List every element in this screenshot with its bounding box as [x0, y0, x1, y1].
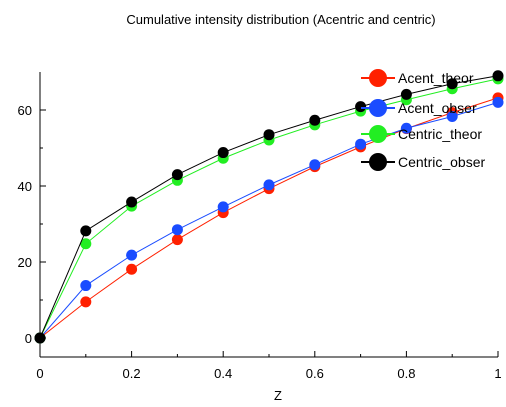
y-tick-label: 40 [18, 179, 32, 194]
data-point-Acent_obser [171, 224, 183, 236]
data-point-Centric_theor [80, 238, 92, 250]
data-point-Centric_obser [400, 88, 412, 100]
data-point-Acent_obser [400, 122, 412, 134]
y-tick-label: 60 [18, 103, 32, 118]
data-point-Acent_obser [263, 179, 275, 191]
data-point-Centric_obser [217, 147, 229, 159]
data-point-Acent_obser [446, 110, 458, 122]
data-point-Centric_obser [171, 169, 183, 181]
legend: Acent_theor Acent_obser Centric_theor Centr… [361, 69, 485, 171]
y-tick-label: 0 [25, 331, 32, 346]
data-point-Acent_obser [217, 201, 229, 213]
data-point-Acent_obser [80, 280, 92, 292]
legend-marker-Centric_theor [369, 125, 387, 143]
data-point-Acent_theor [80, 296, 92, 308]
x-tick-label: 0 [36, 366, 43, 381]
legend-label-Acent_obser: Acent_obser [398, 100, 477, 116]
y-tick-label: 20 [18, 255, 32, 270]
data-point-Centric_obser [34, 332, 46, 344]
x-tick-label: 0.6 [306, 366, 324, 381]
series-layer [34, 70, 504, 344]
data-point-Centric_obser [492, 70, 504, 82]
data-point-Acent_obser [309, 159, 321, 171]
data-point-Centric_obser [263, 129, 275, 141]
legend-marker-Acent_theor [369, 69, 387, 87]
data-point-Centric_obser [355, 101, 367, 113]
legend-marker-Centric_obser [369, 153, 387, 171]
x-tick-label: 0.4 [214, 366, 232, 381]
x-tick-label: 0.2 [123, 366, 141, 381]
data-point-Centric_obser [309, 114, 321, 126]
legend-marker-Acent_obser [369, 99, 387, 117]
data-point-Acent_theor [171, 234, 183, 246]
x-tick-label: 0.8 [397, 366, 415, 381]
legend-label-Acent_theor: Acent_theor [398, 70, 474, 86]
data-point-Acent_obser [126, 249, 138, 261]
data-point-Centric_obser [80, 225, 92, 237]
series-line-Centric_theor [39, 78, 499, 339]
chart-title: Cumulative intensity distribution (Acent… [126, 12, 435, 27]
data-point-Centric_obser [446, 78, 458, 90]
data-point-Acent_obser [492, 96, 504, 108]
legend-label-Centric_theor: Centric_theor [398, 126, 482, 142]
data-point-Acent_obser [355, 138, 367, 150]
data-point-Acent_theor [126, 263, 138, 275]
legend-label-Centric_obser: Centric_obser [398, 154, 485, 170]
x-tick-label: 1 [494, 366, 501, 381]
data-point-Centric_obser [126, 196, 138, 208]
axes: 0 20 40 60 0 0.2 0.4 0.6 0.8 1 [18, 72, 502, 381]
x-axis-label: Z [274, 388, 282, 403]
